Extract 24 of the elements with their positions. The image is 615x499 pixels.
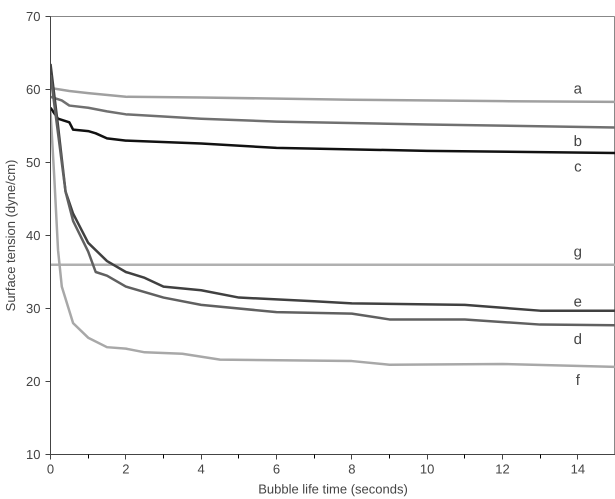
x-tick-label: 2 [122,462,130,476]
y-tick-label: 20 [26,374,41,389]
y-tick-label: 50 [26,155,41,170]
series-label: f [576,372,581,389]
x-tick-label: 8 [348,462,356,476]
x-tick-label: 4 [198,462,205,476]
y-tick-label: 40 [26,228,41,243]
x-tick-label: 0 [46,462,54,476]
x-tick-label: 14 [570,462,586,476]
y-tick-label: 70 [26,9,41,24]
x-tick-label: 6 [272,462,280,476]
series-label: e [574,294,582,311]
x-tick-label: 10 [420,462,434,476]
y-tick-label: 10 [26,447,41,462]
x-tick-label: 12 [495,462,510,476]
x-axis-title: Bubble life time (seconds) [258,482,408,496]
series-label: g [574,244,582,261]
series-label: b [574,132,582,150]
series-label: d [574,330,582,348]
y-axis-title: Surface tension (dyne/cm) [3,160,18,312]
series-label: c [574,158,582,176]
y-tick-label: 30 [26,301,41,316]
series-label: a [574,80,583,98]
y-tick-label: 60 [26,82,41,97]
